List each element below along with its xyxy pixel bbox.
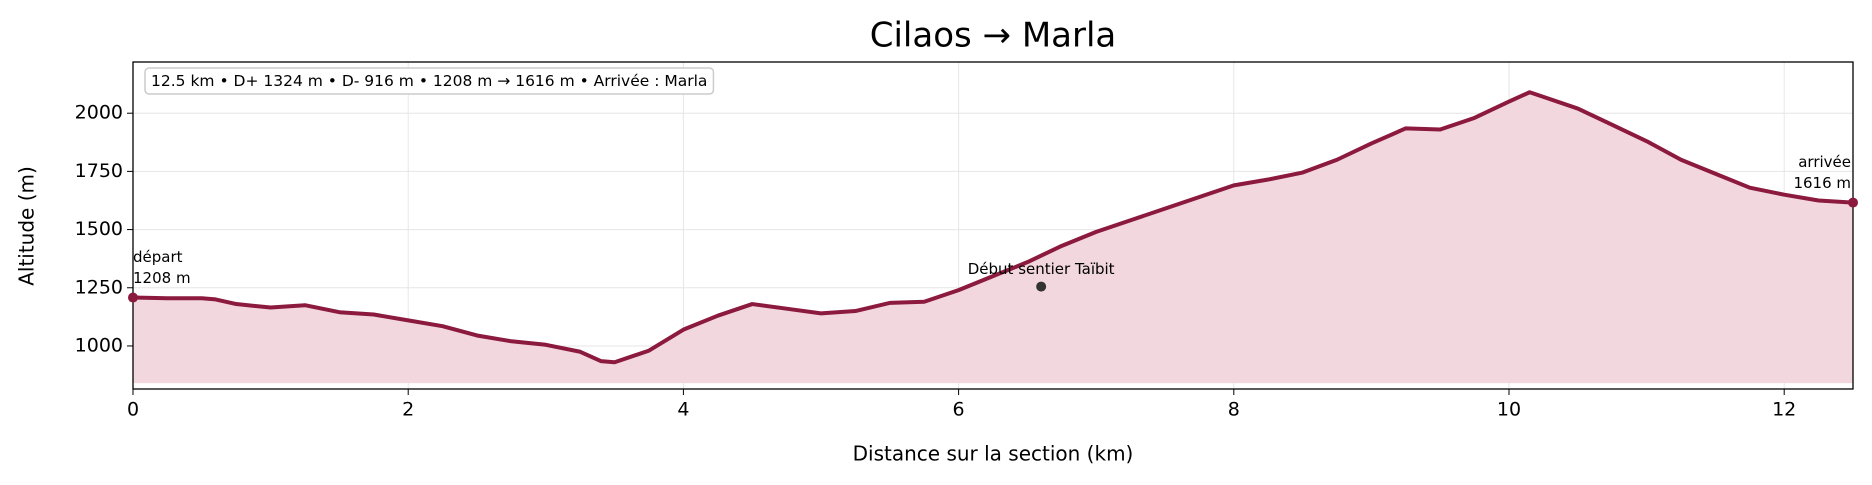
y-axis-label: Altitude (m) xyxy=(15,166,39,286)
endpoint-label: arrivée xyxy=(1798,153,1851,171)
y-tick-label: 1750 xyxy=(75,160,123,182)
x-tick-label: 0 xyxy=(127,399,139,421)
endpoint-marker xyxy=(1848,197,1858,208)
endpoint-label: départ xyxy=(133,248,183,266)
x-tick-label: 12 xyxy=(1772,399,1796,421)
y-tick-label: 1500 xyxy=(75,218,123,240)
poi-label: Début sentier Taïbit xyxy=(968,260,1115,278)
x-tick-label: 8 xyxy=(1228,399,1240,421)
chart-title: Cilaos → Marla xyxy=(870,16,1117,56)
endpoint-label: 1616 m xyxy=(1793,174,1851,192)
x-tick-label: 4 xyxy=(677,399,689,421)
x-tick-label: 10 xyxy=(1497,399,1521,421)
x-tick-label: 6 xyxy=(953,399,965,421)
x-axis-label: Distance sur la section (km) xyxy=(853,442,1134,466)
info-text: 12.5 km • D+ 1324 m • D- 916 m • 1208 m … xyxy=(151,72,707,90)
endpoint-marker xyxy=(128,292,138,303)
y-tick-label: 1000 xyxy=(75,334,123,356)
x-tick-label: 2 xyxy=(402,399,414,421)
y-tick-label: 2000 xyxy=(75,102,123,124)
y-tick-label: 1250 xyxy=(75,276,123,298)
info-box xyxy=(144,67,715,95)
profile-line xyxy=(132,90,1854,365)
poi-marker xyxy=(1036,281,1047,292)
area-fill xyxy=(133,92,1853,384)
axes-frame xyxy=(132,61,1854,390)
endpoint-label: 1208 m xyxy=(133,269,191,287)
